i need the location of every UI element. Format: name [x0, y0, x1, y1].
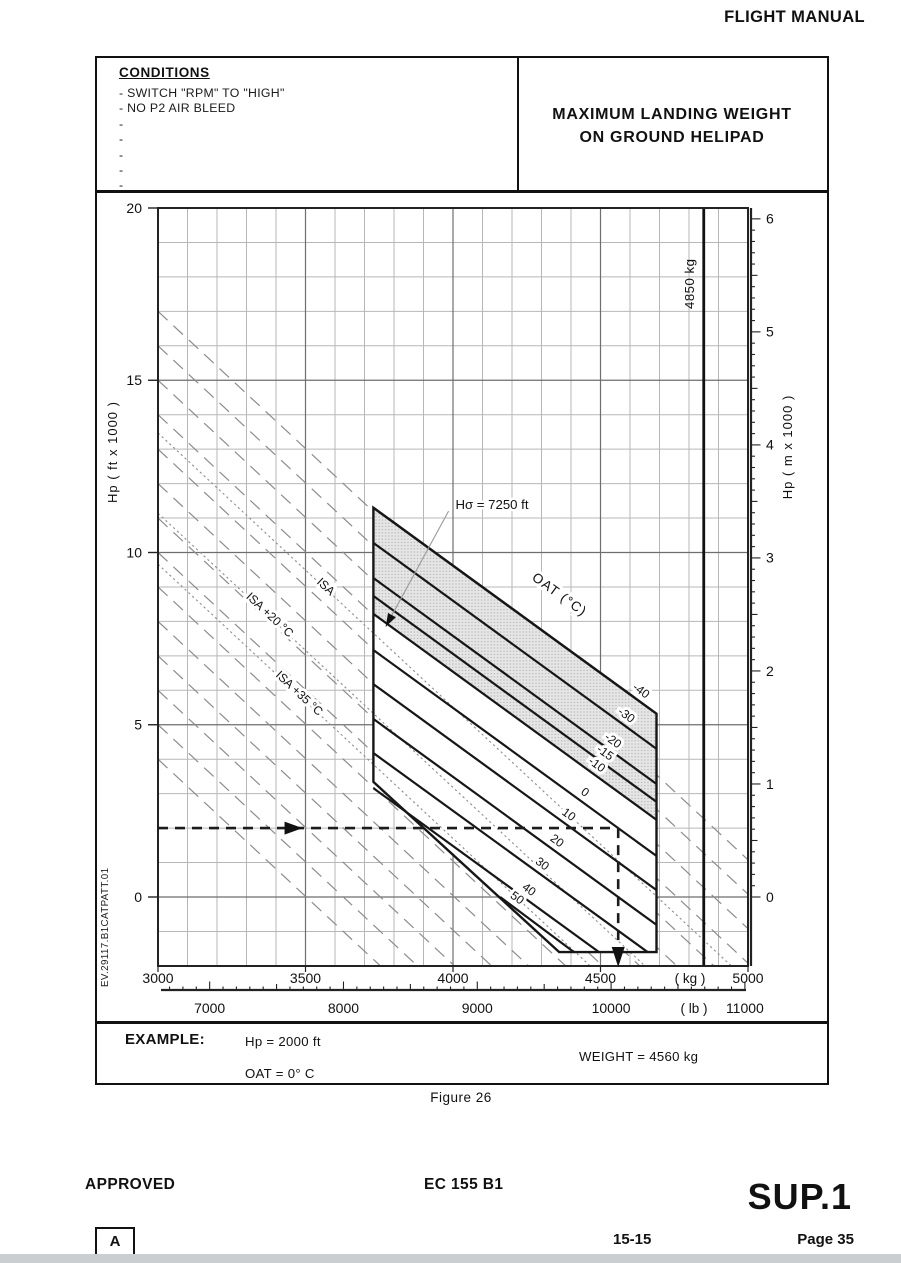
- document-reference-code: EV.29117.B1CATPATT.01: [100, 867, 111, 988]
- example-label: EXAMPLE:: [125, 1031, 205, 1048]
- footer-section-number: 15-15: [613, 1231, 652, 1248]
- header-rule: [97, 190, 827, 193]
- header-divider: [517, 58, 519, 190]
- example-hp-value: Hp = 2000 ft: [245, 1034, 321, 1049]
- example-oat-value: OAT = 0° C: [245, 1066, 315, 1081]
- conditions-block: CONDITIONS - SWITCH "RPM" TO "HIGH" - NO …: [119, 65, 285, 194]
- conditions-list: - SWITCH "RPM" TO "HIGH" - NO P2 AIR BLEE…: [119, 86, 285, 194]
- bottom-strip: [0, 1254, 901, 1263]
- condition-item: -: [119, 116, 124, 131]
- chart-title: MAXIMUM LANDING WEIGHT ON GROUND HELIPAD: [517, 104, 827, 149]
- footer-page-number: Page 35: [797, 1231, 854, 1248]
- chart-panel: CONDITIONS - SWITCH "RPM" TO "HIGH" - NO …: [95, 56, 829, 1085]
- footer-revision-letter: A: [109, 1233, 121, 1250]
- footer-approved: APPROVED: [85, 1176, 176, 1193]
- chart-title-line1: MAXIMUM LANDING WEIGHT: [552, 106, 792, 123]
- condition-item: -: [119, 178, 124, 193]
- footer-supplement: SUP.1: [747, 1176, 852, 1217]
- condition-item: - NO P2 AIR BLEED: [119, 101, 236, 116]
- chart-title-line2: ON GROUND HELIPAD: [579, 128, 765, 146]
- page-title: FLIGHT MANUAL: [724, 8, 865, 26]
- condition-item: -: [119, 147, 124, 162]
- example-rule: [97, 1021, 827, 1024]
- footer-aircraft-model: EC 155 B1: [424, 1176, 504, 1193]
- figure-caption: Figure 26: [430, 1090, 492, 1105]
- condition-item: -: [119, 132, 124, 147]
- footer-revision-box: A: [95, 1227, 135, 1257]
- example-weight-value: WEIGHT = 4560 kg: [579, 1049, 699, 1064]
- condition-item: -: [119, 163, 124, 178]
- conditions-title: CONDITIONS: [119, 65, 210, 80]
- condition-item: - SWITCH "RPM" TO "HIGH": [119, 86, 285, 100]
